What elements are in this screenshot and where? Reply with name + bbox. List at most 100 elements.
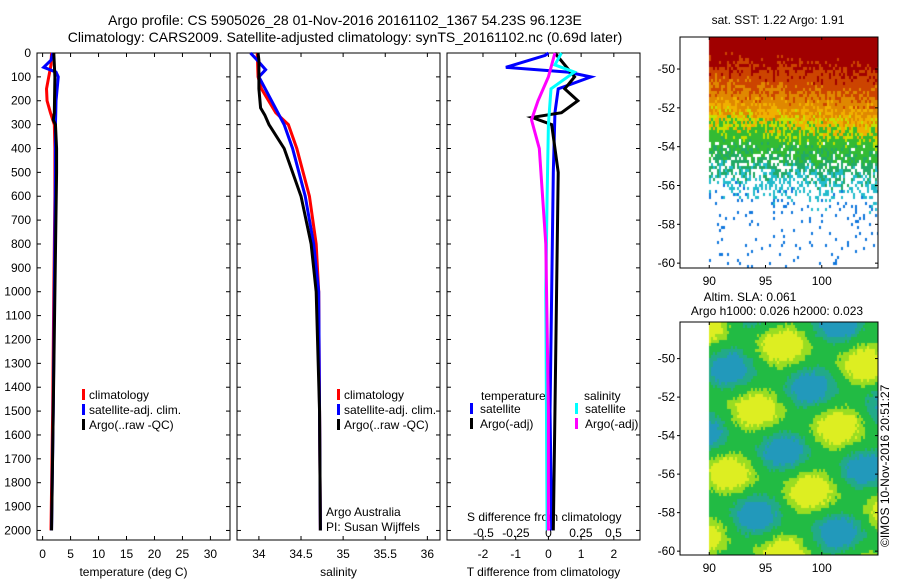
sla-map-title-2: Argo h1000: 0.026 h2000: 0.023 [691, 304, 863, 318]
x-tick-label: 0 [545, 547, 552, 561]
lon-tick-label: 95 [759, 561, 773, 575]
legend-label: Argo(-adj) [585, 417, 638, 431]
y-tick-label: 1300 [4, 356, 31, 370]
y-tick-label: 200 [11, 94, 31, 108]
y-tick-label: 500 [11, 165, 31, 179]
sla-map-frame [679, 321, 879, 556]
x-tick-label: 10 [92, 547, 106, 561]
lat-tick-label: -54 [658, 429, 676, 443]
sst-map-image [680, 37, 878, 268]
credit-text: ©IMOS 10-Nov-2016 20:51:27 [878, 384, 892, 547]
y-tick-label: 1700 [4, 452, 31, 466]
y-tick-label: 900 [11, 261, 31, 275]
series-line-t-satellite [505, 51, 597, 531]
x-tick-label: 36 [421, 547, 435, 561]
sla-map-image [680, 322, 878, 555]
x-tick-label: 0 [39, 547, 46, 561]
lat-tick-label: -50 [658, 62, 676, 76]
x-tick-label: 1 [578, 547, 585, 561]
lat-tick-label: -58 [658, 217, 676, 231]
attribution-line-2: PI: Susan Wijffels [326, 520, 420, 534]
legend-s-title: salinity [584, 389, 621, 403]
s-tick-label: -0.5 [473, 526, 494, 540]
legend-swatch [337, 419, 340, 430]
y-tick-label: 700 [11, 213, 31, 227]
lat-tick-label: -60 [658, 256, 676, 270]
y-tick-label: 1400 [4, 380, 31, 394]
lat-tick-label: -58 [658, 506, 676, 520]
legend-swatch [337, 389, 340, 400]
y-tick-label: 1000 [4, 285, 31, 299]
x-tick-label: 5 [67, 547, 74, 561]
legend-swatch [82, 404, 85, 415]
y-tick-label: 2000 [4, 523, 31, 537]
s-tick-label: 0 [545, 526, 552, 540]
s-tick-label: -0.25 [502, 526, 530, 540]
plot-frame-temperature [36, 52, 231, 541]
y-tick-label: 0 [24, 46, 31, 60]
lat-tick-label: -56 [658, 179, 676, 193]
y-tick-label: 300 [11, 118, 31, 132]
legend-label: satellite [480, 402, 521, 416]
legend-label: climatology [344, 388, 404, 402]
y-tick-label: 1100 [5, 309, 31, 323]
y-tick-label: 1800 [4, 476, 31, 490]
y-tick-label: 800 [11, 237, 31, 251]
y-tick-label: 1900 [4, 500, 31, 514]
sst-map-title: sat. SST: 1.22 Argo: 1.91 [712, 13, 845, 27]
lat-tick-label: -60 [658, 544, 676, 558]
legend-swatch [82, 419, 85, 430]
series-line-s-argo-adj- [529, 52, 557, 531]
lat-tick-label: -56 [658, 467, 676, 481]
y-tick-label: 1500 [4, 404, 31, 418]
sla-map-title-1: Altim. SLA: 0.061 [704, 290, 797, 304]
x-tick-label: -2 [478, 547, 489, 561]
legend-swatch [470, 403, 473, 414]
x-axis-label: salinity [320, 565, 357, 579]
legend-label: satellite-adj. clim. [344, 403, 436, 417]
lon-tick-label: 90 [703, 274, 717, 288]
x-axis-label: temperature (deg C) [79, 565, 187, 579]
legend-label: Argo(-adj) [480, 417, 533, 431]
legend-swatch [470, 418, 473, 429]
y-tick-label: 400 [11, 141, 31, 155]
x-tick-label: 30 [204, 547, 218, 561]
s-tick-label: 0.25 [569, 526, 593, 540]
legend-swatch [575, 403, 578, 414]
legend-label: Argo(..raw -QC) [89, 418, 174, 432]
legend-swatch [575, 418, 578, 429]
y-tick-label: 1200 [4, 332, 31, 346]
x-tick-label: -1 [510, 547, 521, 561]
legend-swatch [337, 404, 340, 415]
lon-tick-label: 90 [703, 561, 717, 575]
legend-label: Argo(..raw -QC) [344, 418, 429, 432]
lat-tick-label: -50 [658, 352, 676, 366]
x-tick-label: 35.5 [374, 547, 398, 561]
x-tick-label: 35 [336, 547, 350, 561]
legend-t-title: temperature [481, 389, 546, 403]
lon-tick-label: 100 [812, 561, 832, 575]
legend-label: climatology [89, 388, 149, 402]
x-tick-label: 2 [610, 547, 617, 561]
lon-tick-label: 95 [759, 274, 773, 288]
plot-frame-salinity [236, 52, 441, 541]
x-tick-label: 15 [120, 547, 134, 561]
legend-swatch [82, 389, 85, 400]
y-tick-label: 100 [11, 70, 31, 84]
series-line-argo-raw-qc- [256, 52, 322, 531]
series-line-satellite-adj-clim- [249, 51, 322, 531]
legend-label: satellite-adj. clim. [89, 403, 181, 417]
legend-label: satellite [585, 402, 626, 416]
x-tick-label: 25 [176, 547, 190, 561]
x-tick-label: 34 [252, 547, 266, 561]
y-tick-label: 600 [11, 189, 31, 203]
attribution-line-1: Argo Australia [326, 505, 401, 519]
x-tick-label: 20 [148, 547, 162, 561]
lon-tick-label: 100 [812, 274, 832, 288]
series-line-argo-raw-qc- [50, 52, 59, 531]
lat-tick-label: -52 [658, 390, 676, 404]
lat-tick-label: -54 [658, 140, 676, 154]
x-tick-label: 34.5 [289, 547, 313, 561]
series-line-climatology [255, 52, 322, 531]
